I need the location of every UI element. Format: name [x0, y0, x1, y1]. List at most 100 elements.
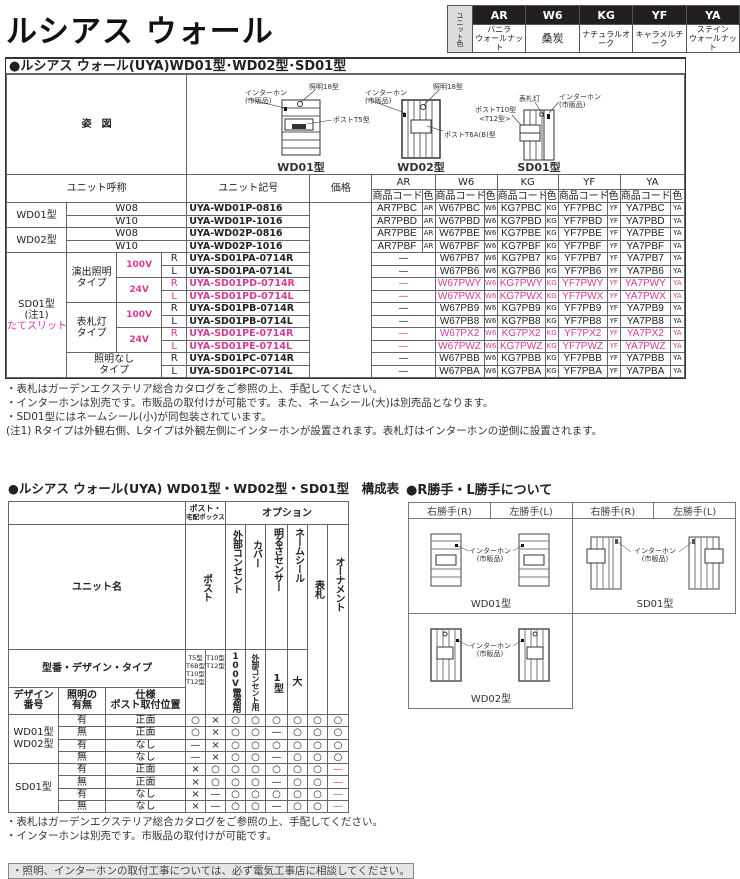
product-code: YF7PB6: [557, 264, 608, 278]
product-code: YF7PBD: [557, 214, 608, 228]
availability-mark: ×: [205, 713, 227, 728]
empty-cell: [572, 614, 736, 709]
t: T10型: [206, 654, 225, 662]
availability-mark: —: [265, 750, 289, 765]
availability-mark: ○: [307, 750, 329, 765]
product-code: YF7PB8: [557, 314, 608, 328]
final-note: ・照明、インターホンの取付工事については、必ず電気工事店に相談してください。: [8, 863, 414, 879]
handing-title: ●R勝手・L勝手について: [406, 483, 553, 498]
product-code: YA7PBA: [619, 364, 671, 378]
header-color-abbr: 色: [483, 189, 498, 203]
product-code-none: —: [371, 327, 436, 341]
header-color: YA: [619, 174, 686, 190]
callout-intercom-note: (市販品): [245, 96, 272, 105]
callout-intercom-note: (市販品): [559, 100, 586, 109]
availability-mark: ○: [265, 787, 289, 802]
unit-code: UYA-SD01PE-0714L: [186, 339, 311, 353]
figure-caption: WD02型: [471, 692, 511, 705]
color-abbr: AR: [421, 202, 436, 216]
table-row: L UYA-SD01PB-0714L — W67PB8 W6 KG7PB8 KG YF7PB8…: [7, 314, 686, 328]
voltage: 100V: [116, 302, 163, 328]
intercom-label: インターホン: [634, 546, 676, 555]
header-text: 外部コンセント用: [251, 654, 261, 710]
availability-mark: ○: [225, 726, 247, 740]
handing-section: ●R勝手・L勝手について 右勝手(R) 左勝手(L) 右勝手(R) 左勝手(L)…: [406, 483, 736, 709]
availability-mark: —: [327, 775, 350, 789]
spec-value: なし: [104, 800, 187, 814]
spec-value: 正面: [104, 775, 187, 789]
table-row: L UYA-SD01PC-0714L — W67PBA W6 KG7PBA KG YF7PBA…: [7, 364, 686, 378]
color-abbr: YA: [669, 352, 686, 366]
color-abbr: KG: [544, 264, 559, 278]
color-abbr: YF: [606, 239, 621, 253]
composition-table: ポスト・ 宅配ボックス オプション ユニット名 ポスト 外部コンセント カバー 明…: [7, 501, 350, 814]
color-abbr: AR: [421, 227, 436, 241]
table-row: 照明なし タイプ R UYA-SD01PC-0714R — W67PBB W6 KG7PBB K…: [7, 352, 686, 378]
type-line: タイプ: [99, 365, 130, 376]
availability-mark: ○: [307, 800, 329, 814]
callout-post: ポストT5型: [333, 115, 370, 124]
design-line: SD01型: [15, 782, 52, 794]
availability-mark: —: [265, 800, 289, 814]
product-code: AR7PBD: [371, 214, 423, 228]
unit-code: UYA-SD01PD-0714R: [186, 277, 311, 291]
availability-mark: ○: [245, 713, 267, 728]
note: ・表札はガーデンエクステリア総合カタログをご参照の上、手配してください。: [6, 816, 384, 829]
availability-mark: ○: [225, 800, 247, 814]
availability-mark: ○: [225, 787, 247, 802]
availability-mark: ○: [245, 750, 267, 765]
color-name-line: ステイン: [696, 25, 729, 34]
color-abbr: YA: [669, 202, 686, 216]
unit-size: W10: [66, 214, 188, 228]
table-row: WD01型 W08 UYA-WD01P-0816 AR7PBC AR W67PBC W6 KG…: [5, 202, 686, 378]
type-line: タイプ: [76, 277, 107, 289]
t: T12型: [186, 678, 205, 686]
product-code: YF7PBF: [557, 239, 608, 253]
availability-mark: ○: [245, 787, 267, 802]
lighting-value: 有: [58, 713, 106, 728]
figure-caption: SD01型: [636, 597, 673, 610]
product-code: AR7PBF: [371, 239, 423, 253]
sd01-handing-figure: インターホン (市販品) SD01型: [586, 536, 723, 610]
product-code: KG7PBE: [496, 227, 546, 241]
figure-area: 照明18型 インターホン (市販品) ポストT5型 WD01型: [186, 74, 685, 175]
color-abbr: YA: [669, 264, 686, 278]
callout-intercom-note: (市販品): [365, 96, 392, 105]
color-abbr: KG: [544, 302, 559, 316]
availability-mark: —: [205, 787, 227, 802]
availability-mark: ○: [327, 726, 350, 740]
unit-spec-table: 姿 図 照明18型 インターホン (市販品) ポストT5型: [5, 74, 686, 378]
product-code: W67PB9: [434, 302, 485, 316]
color-abbr: YA: [669, 277, 686, 291]
header-text: 1型: [271, 672, 283, 692]
hand-side: L: [161, 289, 188, 303]
note: ・SD01型にはネームシール(小)が同包装されています。: [6, 411, 272, 423]
figure-caption: WD02型: [397, 160, 445, 174]
color-abbr: YF: [606, 264, 621, 278]
availability-mark: —: [327, 787, 350, 802]
color-abbr: YF: [606, 289, 621, 303]
design-number: WD01型 WD02型: [8, 713, 59, 765]
color-name: 桑炭: [525, 24, 580, 53]
unit-color-label: ユニット色: [447, 5, 473, 53]
color-abbr: AR: [421, 214, 436, 228]
unit-code: UYA-SD01PE-0714R: [186, 327, 311, 341]
product-code: YA7PWY: [619, 277, 671, 291]
callout-light: 照明18型: [309, 82, 339, 91]
availability-mark: ○: [185, 713, 207, 728]
product-code: YF7PWX: [557, 289, 608, 303]
header-text: オーナメント: [333, 557, 345, 611]
color-abbr: KG: [544, 289, 559, 303]
intercom-note: (市販品): [641, 554, 668, 563]
availability-mark: —: [205, 800, 227, 814]
unit-code: UYA-SD01PC-0714L: [186, 364, 311, 378]
header-product-code: 商品コード: [371, 189, 423, 203]
t: T6B型: [186, 662, 206, 670]
header-sensor-spec: 1型: [265, 649, 289, 715]
color-name: ナチュラルオーク: [578, 24, 634, 53]
header-post-types-b: T10型 T12型: [205, 649, 227, 715]
availability-mark: ○: [307, 726, 329, 740]
header-outlet: 外部コンセント: [225, 524, 247, 650]
header-product-code: 商品コード: [496, 189, 546, 203]
table-row: SD01型有正面 × ○ ○ ○ ○ ○ ○ —: [8, 763, 350, 814]
